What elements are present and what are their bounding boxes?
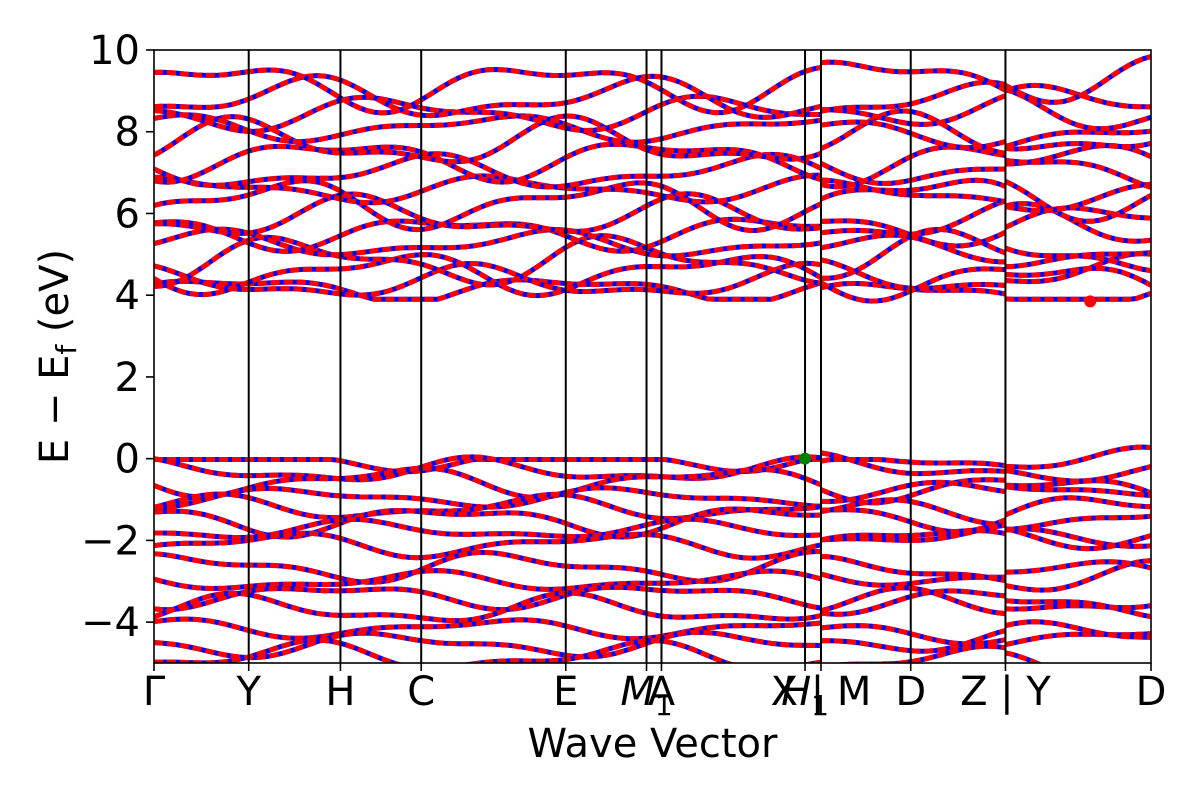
y-axis-label-sub: f [50,344,83,355]
x-tick-label: Z | Y [960,669,1051,715]
y-tick-label: 8 [115,110,140,156]
band-line [154,584,1151,620]
plot-frame [153,49,1152,664]
cbm-marker [1084,295,1097,308]
x-tick-label: X | M [771,669,872,715]
x-tick-label: H [325,669,355,715]
bands-layer [154,54,1151,663]
band-line [154,191,1151,244]
band-line [154,491,1151,532]
band-line [154,108,1151,165]
band-line [154,112,1151,151]
y-tick-label: 4 [115,273,140,319]
y-tick-label: 2 [115,355,140,401]
band-line [154,479,1151,511]
band-line [154,637,1043,663]
x-tick-label: Y [235,669,261,715]
band-line [154,82,1151,134]
band-line [154,54,1151,116]
x-tick-label: D [1136,669,1167,715]
extrema-markers [799,295,1097,465]
y-tick-label: −2 [81,518,140,564]
x-tick-label: C [407,669,435,715]
y-tick-label: 0 [115,437,140,483]
y-tick-label: −4 [81,600,140,646]
y-axis-label-unit: (eV) [32,249,78,345]
x-tick-label: Γ [143,669,166,715]
x-tick-label: D [895,669,926,715]
x-axis-label: Wave Vector [528,721,779,767]
y-tick-label: 6 [115,191,140,237]
band-line [154,227,1151,289]
vbm-marker [799,452,812,465]
band-line-underlay [154,479,1151,511]
x-tick-label: M1 [620,669,672,722]
band-line [154,526,1151,561]
y-axis-ticks: −4 −2 0 2 4 6 8 10 [81,28,154,646]
band-line [154,559,1151,592]
y-tick-label: 10 [89,28,140,74]
x-tick-label: H1 [781,669,829,722]
x-axis-ticks: Γ Y H C E M1A H1X | M D Z | Y D [143,663,1167,722]
band-line [154,585,1151,624]
band-line [154,444,1151,483]
y-axis-label: E − Ef (eV) [32,249,83,464]
band-line-underlay [154,227,1151,289]
band-line [154,619,1151,661]
x-tick-label: A [648,669,676,715]
high-symmetry-lines [247,50,1007,663]
x-tick-label: E [553,669,578,715]
y-axis-label-main: E − E [32,355,78,465]
